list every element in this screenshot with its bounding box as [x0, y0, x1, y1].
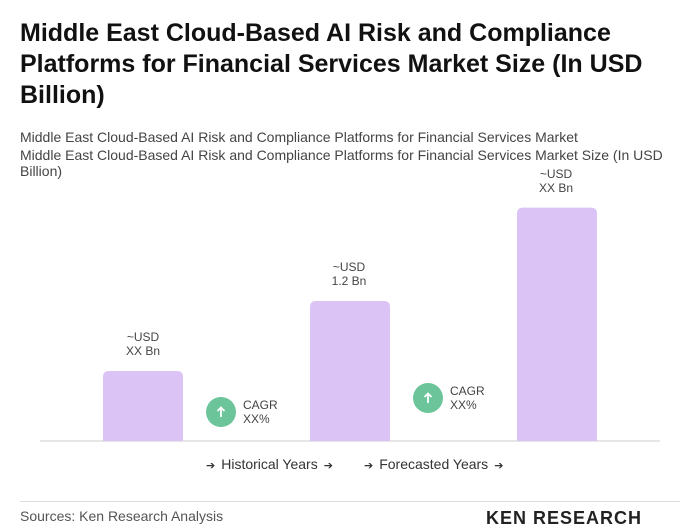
cagr-label: CAGR	[450, 384, 485, 398]
bar	[310, 300, 390, 441]
legend-forecast: ➔ Forecasted Years ➔	[364, 456, 504, 472]
value-label: 1.2 Bn	[332, 274, 367, 288]
legend-label: Historical Years	[221, 456, 318, 472]
bar	[103, 370, 183, 441]
chart-title: Middle East Cloud-Based AI Risk and Comp…	[20, 19, 643, 109]
chart-subtitle: Middle East Cloud-Based AI Risk and Comp…	[20, 129, 578, 145]
footer-line	[20, 501, 680, 502]
legend-label: Forecasted Years	[379, 456, 489, 472]
cagr-value: XX%	[243, 412, 270, 426]
legend-historical: ➔ Historical Years ➔	[206, 456, 333, 472]
value-label: ~USD	[540, 167, 573, 181]
cagr-label: CAGR	[243, 398, 278, 412]
cagr-arrow	[216, 406, 226, 417]
source: Sources: Ken Research Analysis	[20, 508, 224, 524]
cagr-arrow	[423, 392, 433, 403]
value-label: XX Bn	[126, 344, 160, 358]
axis-title: Middle East Cloud-Based AI Risk and Comp…	[20, 147, 663, 179]
value-label: ~USD	[333, 260, 366, 274]
bar	[517, 207, 597, 441]
cagr-value: XX%	[450, 398, 477, 412]
value-label: XX Bn	[539, 181, 573, 195]
value-label: ~USD	[127, 330, 160, 344]
logo: KEN RESEARCH	[486, 508, 643, 528]
